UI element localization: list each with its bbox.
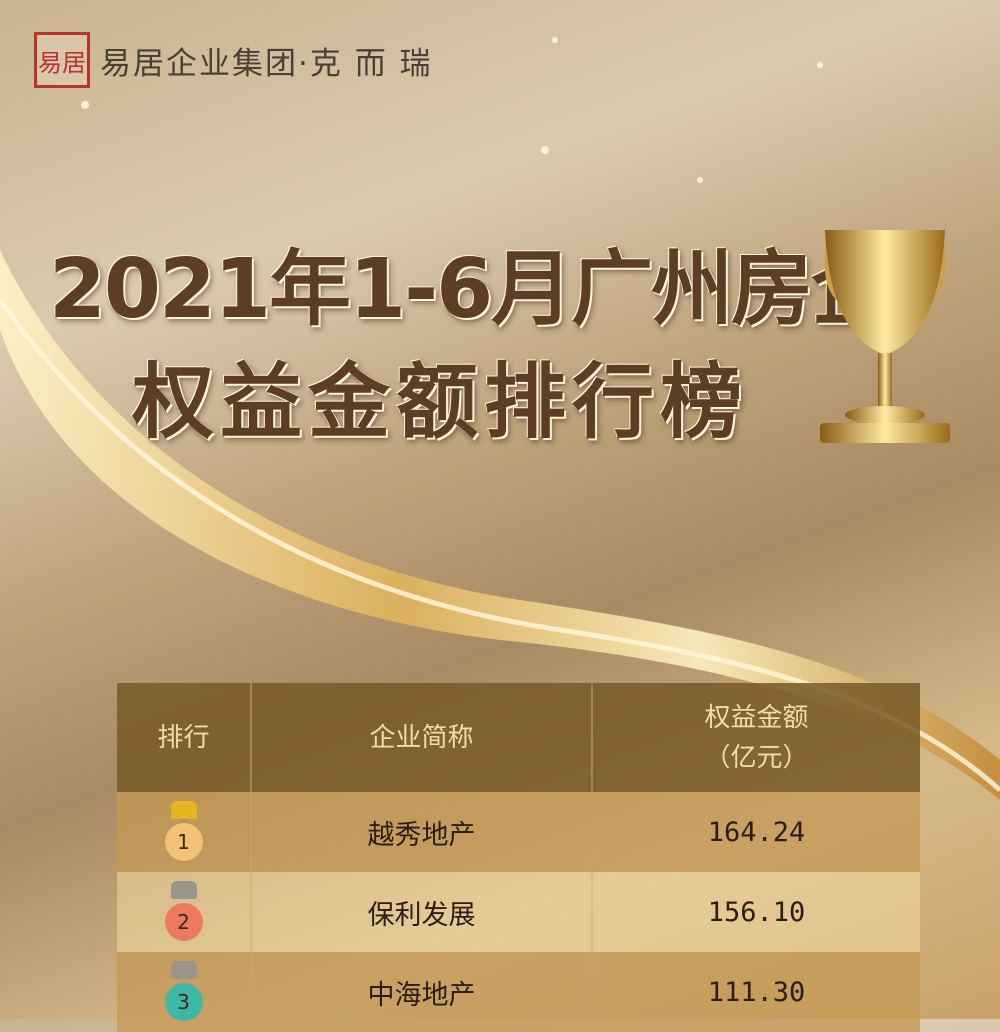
crown-medal-icon: 3 [164, 961, 204, 1023]
company-name: 越秀地产 [251, 792, 593, 872]
table-row: 1 越秀地产 164.24 [117, 792, 920, 872]
page-title-line1: 2021年1-6月广州房企 [48, 242, 893, 337]
brand-logo: 易居 易居企业集团·克 而 瑞 [34, 32, 433, 88]
seal-logo: 易居 [34, 32, 90, 88]
table-row: 2 保利发展 156.10 [117, 872, 920, 952]
page-title-line2: 权益金额排行榜 [131, 355, 748, 450]
ranking-table: 排行 企业简称 权益金额 （亿元） 1 越秀地产 164.24 2 保利发展 1… [117, 683, 920, 1032]
header-rank: 排行 [117, 683, 252, 792]
brand-name: 易居企业集团·克 而 瑞 [100, 45, 433, 82]
crown-medal-icon: 2 [164, 881, 204, 943]
header-amount: 权益金额 （亿元） [592, 683, 920, 792]
header-amount-unit: （亿元） [704, 742, 809, 773]
amount-value: 164.24 [592, 792, 920, 872]
header-company: 企业简称 [251, 683, 593, 792]
rank-number: 2 [164, 903, 203, 941]
company-name: 中海地产 [251, 952, 593, 1032]
amount-value: 156.10 [592, 872, 920, 952]
rank-number: 1 [164, 823, 203, 861]
crown-medal-icon: 1 [164, 801, 204, 863]
table-row: 3 中海地产 111.30 [117, 952, 920, 1032]
header-amount-title: 权益金额 [704, 702, 809, 733]
table-header-row: 排行 企业简称 权益金额 （亿元） [117, 683, 920, 792]
amount-value: 111.30 [592, 952, 920, 1032]
trophy-icon [820, 230, 950, 443]
rank-number: 3 [164, 983, 203, 1021]
company-name: 保利发展 [251, 872, 593, 952]
